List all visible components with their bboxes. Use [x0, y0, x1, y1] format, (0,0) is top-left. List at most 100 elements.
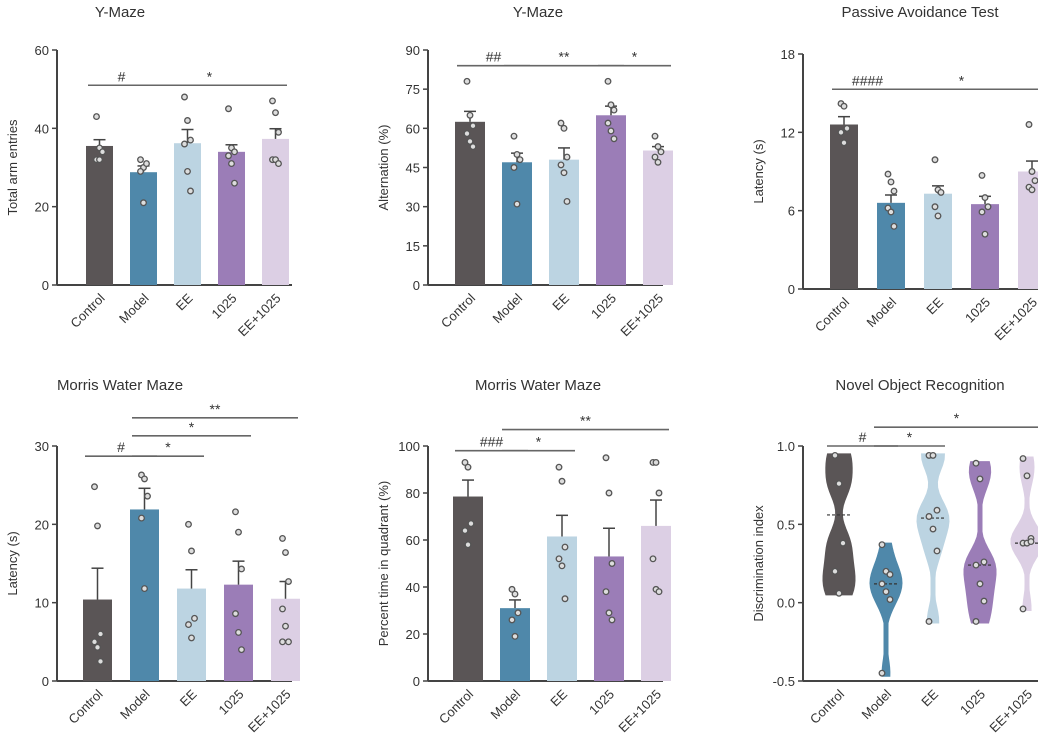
violin-1025 — [963, 461, 997, 624]
data-point — [608, 560, 616, 567]
data-point — [878, 580, 886, 588]
x-tick-label: 1025 — [962, 295, 993, 326]
x-tick-label: EE+1025 — [991, 295, 1038, 344]
x-tick-label: Control — [67, 290, 107, 330]
data-point — [884, 170, 892, 178]
y-tick-label: 40 — [406, 580, 420, 595]
data-point — [937, 188, 945, 196]
data-point — [655, 588, 663, 596]
data-point — [235, 528, 242, 536]
data-point — [607, 127, 615, 135]
data-point — [981, 194, 989, 202]
significance-label: # — [118, 68, 126, 84]
y-tick-label: 12 — [781, 125, 795, 140]
data-point — [557, 161, 565, 169]
data-point — [94, 643, 101, 651]
y-tick-label: 90 — [406, 43, 420, 58]
data-point — [232, 610, 239, 618]
x-tick-label: Model — [116, 290, 152, 326]
data-point — [141, 475, 148, 483]
data-point — [137, 167, 144, 175]
significance-label: * — [954, 410, 960, 426]
data-point — [978, 208, 986, 216]
significance-label: #### — [852, 72, 883, 88]
significance-label: # — [859, 429, 867, 445]
y-axis-label: Percent time in quadrant (%) — [376, 481, 391, 646]
y-tick-label: 20 — [406, 627, 420, 642]
data-point — [275, 128, 282, 136]
data-point — [929, 451, 937, 459]
data-point — [467, 520, 475, 527]
data-point — [469, 122, 477, 130]
data-point — [513, 150, 521, 158]
data-point — [840, 102, 848, 110]
significance-label: * — [959, 72, 965, 88]
data-point — [184, 117, 191, 124]
data-point — [141, 585, 148, 593]
significance-label: ### — [480, 434, 504, 450]
data-point — [96, 156, 103, 164]
data-point — [463, 77, 471, 85]
data-point — [279, 605, 286, 613]
data-point — [931, 203, 939, 211]
y-tick-label: 10 — [35, 596, 49, 611]
violin-ee — [916, 453, 950, 624]
bar-model — [130, 509, 159, 681]
data-point — [282, 549, 289, 556]
bar-ee — [924, 193, 952, 289]
y-tick-label: 18 — [781, 47, 795, 62]
data-point — [976, 475, 984, 483]
data-point — [843, 124, 851, 132]
bar-control — [455, 121, 485, 285]
data-point — [933, 506, 941, 514]
data-point — [138, 514, 145, 522]
data-point — [466, 111, 474, 119]
data-point — [981, 230, 989, 238]
y-tick-label: 30 — [35, 439, 49, 454]
data-point — [510, 164, 518, 171]
data-point — [604, 119, 612, 127]
y-tick-label: 6 — [788, 204, 795, 219]
significance-label: * — [189, 419, 195, 435]
bar-ee-1025 — [643, 150, 673, 285]
chart-title: Morris Water Maze — [57, 377, 183, 394]
data-point — [980, 558, 988, 566]
y-axis-label: Latency (s) — [751, 139, 766, 203]
data-point — [831, 567, 839, 575]
chart-title: Novel Object Recognition — [835, 377, 1004, 394]
bar-model — [130, 172, 157, 285]
panel-4: Morris Water Maze 0 10 20 30 Latency (s) Contr… — [5, 377, 300, 735]
x-tick-label: 1025 — [588, 291, 619, 322]
data-point — [188, 547, 195, 555]
data-point — [1019, 605, 1027, 613]
data-point — [1025, 121, 1033, 128]
chart-title: Passive Avoidance Test — [841, 4, 999, 21]
bar-1025 — [218, 151, 245, 285]
y-axis-label: Alternation (%) — [376, 125, 391, 211]
x-tick-label: EE — [547, 686, 570, 709]
data-point — [181, 140, 188, 148]
data-point — [1028, 186, 1036, 194]
bar-control — [830, 124, 858, 289]
data-point — [1019, 455, 1027, 462]
y-tick-label: 60 — [406, 533, 420, 548]
data-point — [513, 200, 521, 208]
data-point — [925, 513, 933, 520]
y-tick-label: 15 — [406, 239, 420, 254]
data-point — [602, 588, 610, 596]
data-point — [144, 492, 151, 500]
x-tick-label: EE — [173, 290, 196, 313]
bar-control — [86, 145, 113, 285]
data-point — [651, 132, 659, 140]
bar-ee-1025 — [271, 598, 300, 681]
data-point — [91, 638, 98, 646]
x-tick-label: 1025 — [586, 687, 617, 718]
y-tick-label: 0 — [42, 278, 49, 293]
data-point — [558, 562, 566, 570]
data-point — [604, 77, 612, 85]
significance-label: * — [207, 68, 213, 84]
data-point — [610, 106, 618, 114]
data-point — [649, 555, 657, 563]
data-point — [835, 480, 843, 488]
y-tick-label: 40 — [35, 121, 49, 136]
